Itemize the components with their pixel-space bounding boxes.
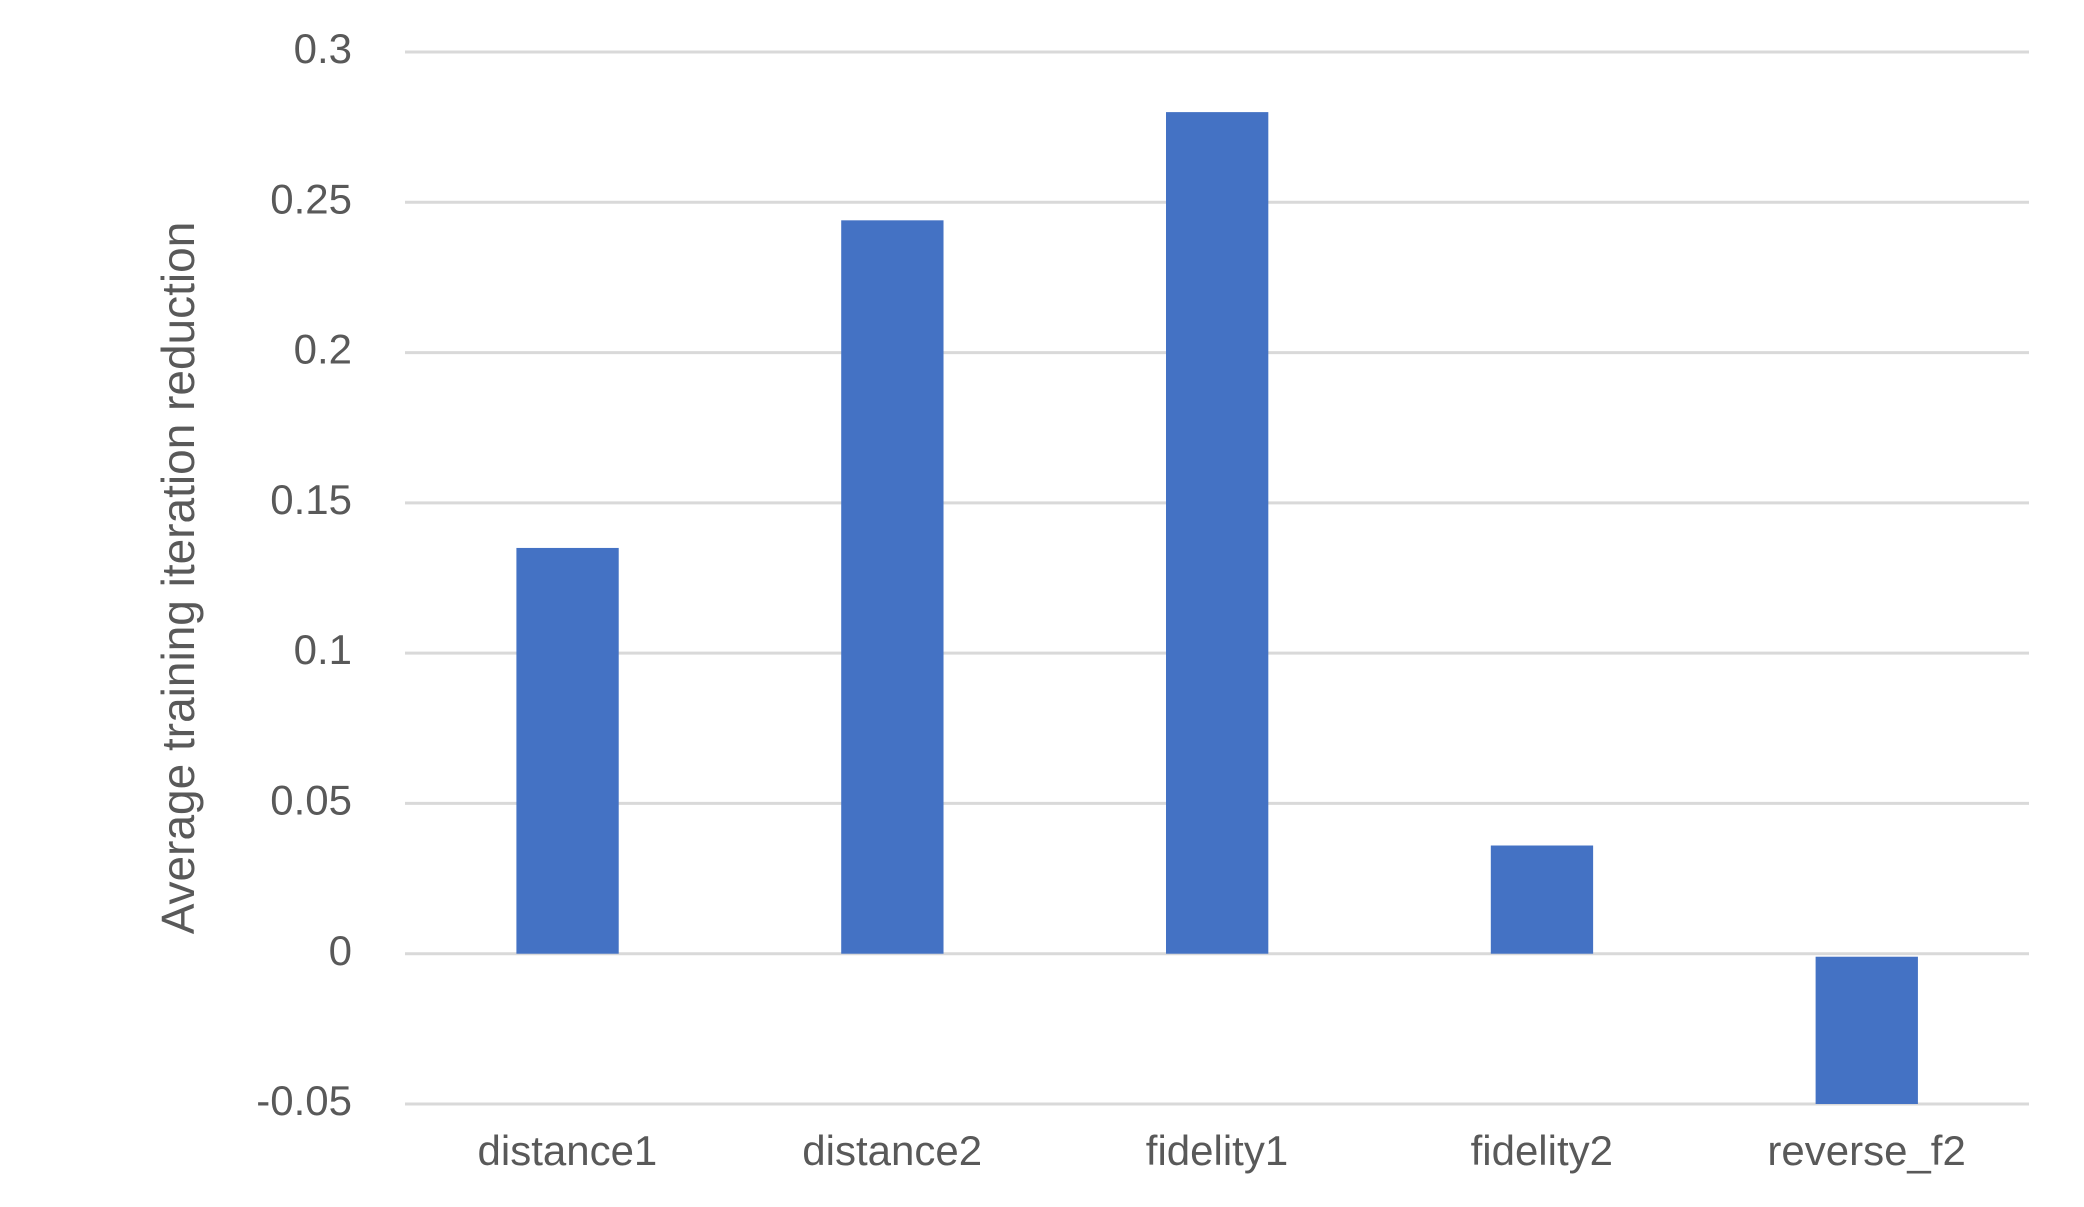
x-tick-label: distance2	[802, 1127, 982, 1174]
bar	[1490, 845, 1594, 954]
bar	[841, 220, 944, 954]
x-tick-label: fidelity2	[1471, 1127, 1613, 1174]
y-tick-label: 0.05	[270, 777, 352, 824]
y-tick-label: 0.3	[294, 25, 352, 72]
x-tick-label: distance1	[478, 1127, 658, 1174]
y-tick-label: -0.05	[256, 1077, 352, 1124]
x-tick-label: reverse_f2	[1767, 1127, 1965, 1174]
y-tick-label: 0.1	[294, 626, 352, 673]
y-tick-label: 0.25	[270, 175, 352, 222]
bar	[516, 547, 619, 954]
x-tick-label: fidelity1	[1146, 1127, 1288, 1174]
bar	[1166, 112, 1269, 954]
y-tick-label: 0.15	[270, 476, 352, 523]
y-tick-label: 0.2	[294, 326, 352, 373]
y-axis-title: Average training iteration reduction	[152, 222, 204, 935]
bar	[1815, 956, 1918, 1104]
y-tick-label: 0	[329, 927, 352, 974]
